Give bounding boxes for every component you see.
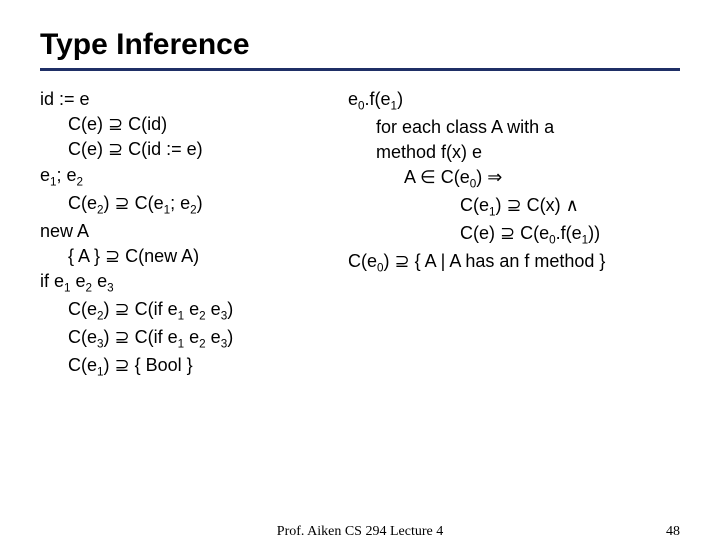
footer-center: Prof. Aiken CS 294 Lecture 4 [277, 524, 443, 540]
rule-assign-c1: C(e) ⊇ C(id) [40, 112, 340, 137]
rule-assign-c2: C(e) ⊇ C(id := e) [40, 137, 340, 162]
rule-seq: e1; e2 [40, 163, 340, 191]
right-column: e0.f(e1) for each class A with a method … [348, 87, 680, 381]
title-rule [40, 68, 680, 71]
rule-call-l6: C(e0) ⊇ { A | A has an f method } [348, 249, 680, 277]
rule-if-c1: C(e2) ⊇ C(if e1 e2 e3) [40, 297, 340, 325]
slide-number: 48 [666, 524, 680, 540]
rule-call-l3: A ∈ C(e0) ⇒ [348, 165, 680, 193]
rule-new-c1: { A } ⊇ C(new A) [40, 244, 340, 269]
slide: Type Inference id := e C(e) ⊇ C(id) C(e)… [0, 0, 720, 540]
rule-seq-c1: C(e2) ⊇ C(e1; e2) [40, 191, 340, 219]
rule-call: e0.f(e1) [348, 87, 680, 115]
rule-call-l1: for each class A with a [348, 115, 680, 140]
slide-title: Type Inference [40, 28, 680, 62]
rule-call-l4: C(e1) ⊇ C(x) ∧ [348, 193, 680, 221]
content-columns: id := e C(e) ⊇ C(id) C(e) ⊇ C(id := e) e… [40, 87, 680, 381]
rule-if: if e1 e2 e3 [40, 269, 340, 297]
rule-if-c2: C(e3) ⊇ C(if e1 e2 e3) [40, 325, 340, 353]
rule-assign: id := e [40, 87, 340, 112]
rule-call-l5: C(e) ⊇ C(e0.f(e1)) [348, 221, 680, 249]
rule-if-c3: C(e1) ⊇ { Bool } [40, 353, 340, 381]
rule-new: new A [40, 219, 340, 244]
left-column: id := e C(e) ⊇ C(id) C(e) ⊇ C(id := e) e… [40, 87, 340, 381]
rule-call-l2: method f(x) e [348, 140, 680, 165]
